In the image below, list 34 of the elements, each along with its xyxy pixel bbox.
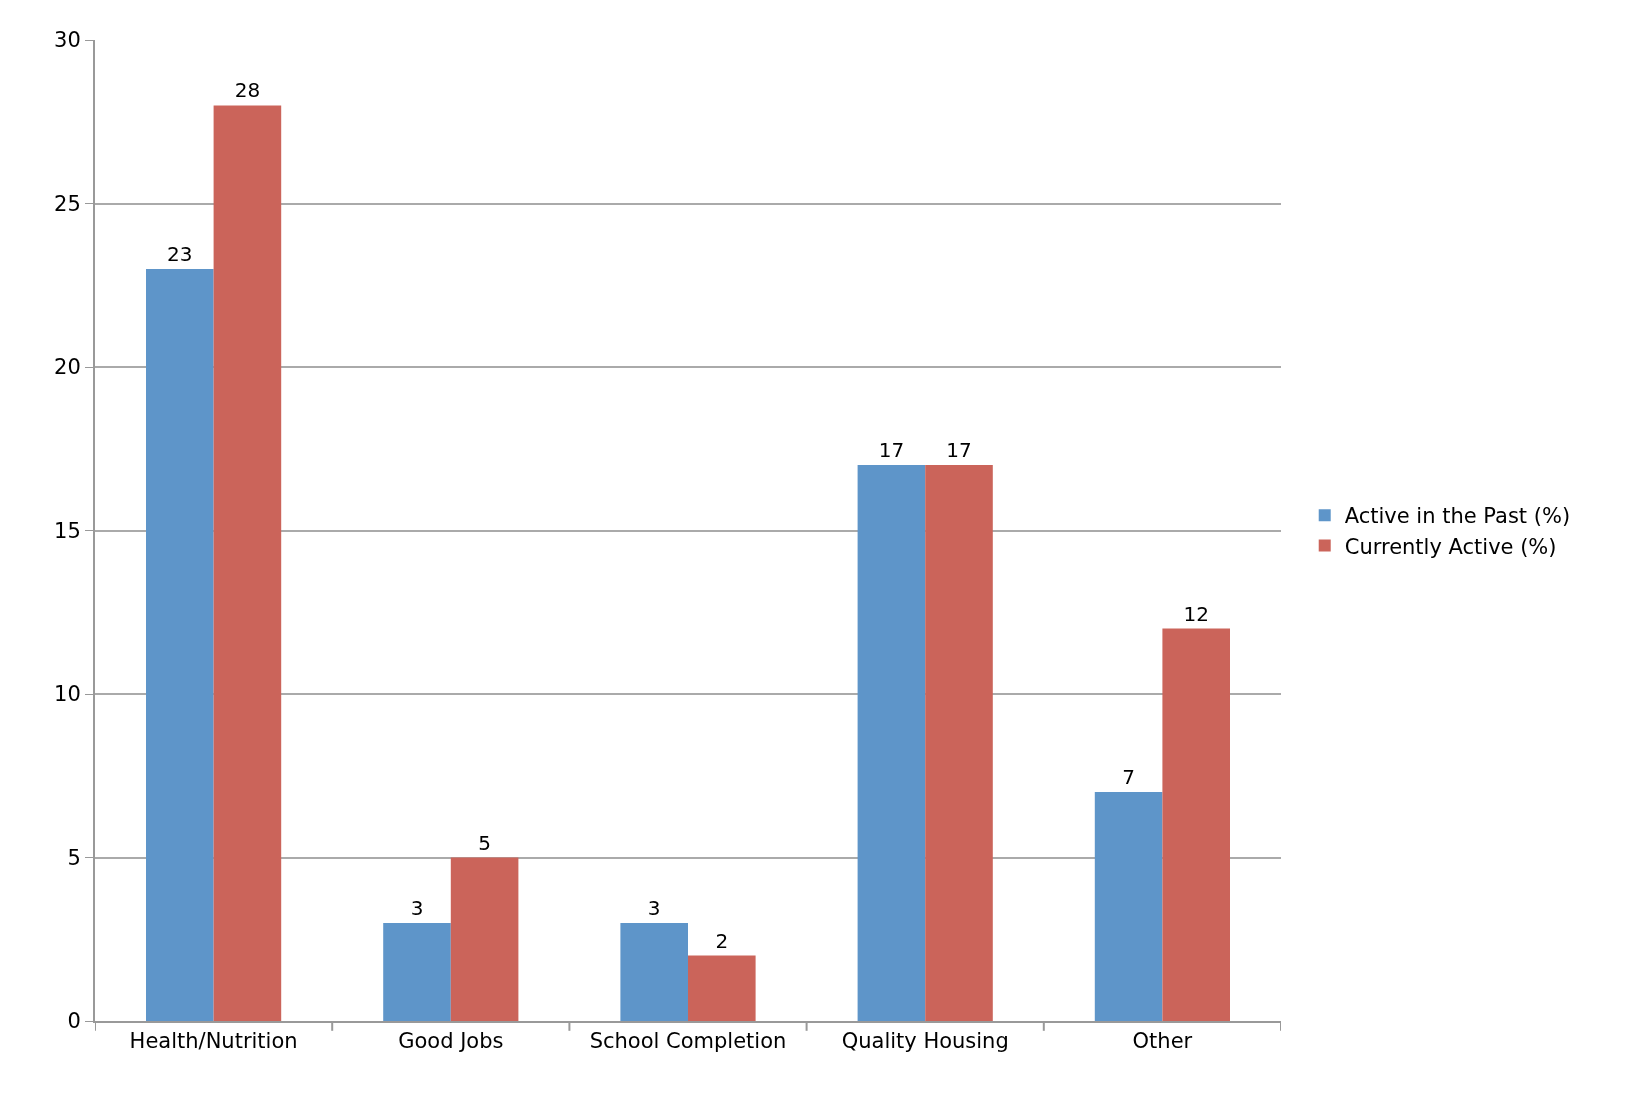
y-tick-label: 10: [54, 682, 81, 707]
data-label: 7: [1122, 765, 1135, 790]
data-label: 28: [234, 78, 261, 103]
y-tick-label: 30: [54, 28, 81, 53]
legend-label: Currently Active (%): [1344, 534, 1557, 559]
data-label: 5: [478, 830, 491, 855]
data-label: 3: [410, 895, 424, 920]
x-tick-label: Health/Nutrition: [129, 1029, 298, 1054]
y-tick-label: 20: [54, 355, 81, 380]
x-tick-label: Quality Housing: [841, 1029, 1009, 1054]
data-label: 17: [946, 438, 972, 463]
y-tick-label: 25: [54, 191, 81, 216]
x-tick-label: School Completion: [589, 1029, 787, 1054]
bar: [146, 268, 214, 1021]
x-tick-label: Other: [1132, 1029, 1193, 1054]
x-tick-label: Good Jobs: [398, 1029, 504, 1054]
data-label: 3: [647, 895, 661, 920]
legend-label: Active in the Past (%): [1344, 504, 1571, 529]
data-label: 12: [1183, 601, 1209, 626]
data-label: 23: [167, 241, 193, 266]
bar: [925, 465, 993, 1021]
bar: [620, 922, 688, 1021]
y-tick-label: 15: [54, 518, 81, 543]
bar: [857, 465, 926, 1021]
bar: [383, 922, 451, 1021]
bar: [688, 955, 756, 1021]
bar: [1094, 792, 1163, 1021]
bar: [450, 857, 519, 1021]
data-label: 17: [878, 438, 905, 463]
y-tick-label: 5: [67, 845, 81, 870]
data-label: 2: [715, 928, 729, 953]
y-tick-label: 0: [67, 1009, 81, 1034]
bar: [213, 105, 282, 1021]
bar: [1162, 628, 1230, 1021]
